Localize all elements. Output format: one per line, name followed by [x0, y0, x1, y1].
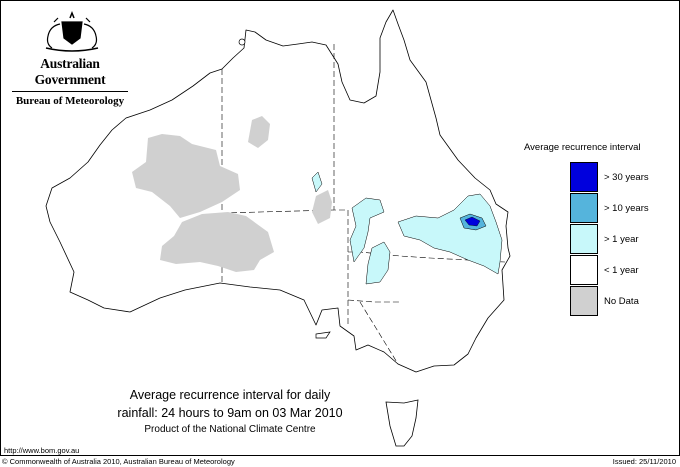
legend-label: > 1 year [604, 234, 639, 245]
legend-label: > 10 years [604, 203, 649, 214]
legend-swatch [570, 162, 598, 192]
legend-swatch [570, 286, 598, 316]
legend-swatch [570, 255, 598, 285]
map-title-line-2: rainfall: 24 hours to 9am on 03 Mar 2010 [117, 406, 343, 420]
logo-block: Australian Government Bureau of Meteorol… [8, 10, 132, 107]
kangaroo-island [315, 331, 331, 339]
melville-island [238, 38, 246, 46]
legend-swatch [570, 193, 598, 223]
map-title-line-1: Average recurrence interval for daily [129, 388, 331, 402]
over-1-year-regions [311, 171, 503, 285]
tasmania-outline [385, 399, 419, 447]
footer-copyright: © Commonwealth of Australia 2010, Austra… [2, 457, 235, 466]
legend-swatch [570, 224, 598, 254]
commonwealth-coat-of-arms-icon [45, 10, 99, 52]
legend-label: < 1 year [604, 265, 639, 276]
legend-label: No Data [604, 296, 639, 307]
logo-divider [12, 91, 128, 92]
legend-label: > 30 years [604, 172, 649, 183]
footer-issued-date: Issued: 25/11/2010 [612, 457, 676, 466]
map-product-credit: Product of the National Climate Centre [144, 424, 316, 435]
bureau-name: Bureau of Meteorology [15, 95, 125, 107]
no-data-regions [132, 116, 332, 272]
government-name: Australian Government [34, 56, 106, 87]
legend-title: Average recurrence interval [524, 142, 641, 153]
over-30-years-region [464, 216, 481, 227]
footer-url[interactable]: http://www.bom.gov.au [4, 446, 80, 455]
mainland-outline [45, 9, 511, 373]
